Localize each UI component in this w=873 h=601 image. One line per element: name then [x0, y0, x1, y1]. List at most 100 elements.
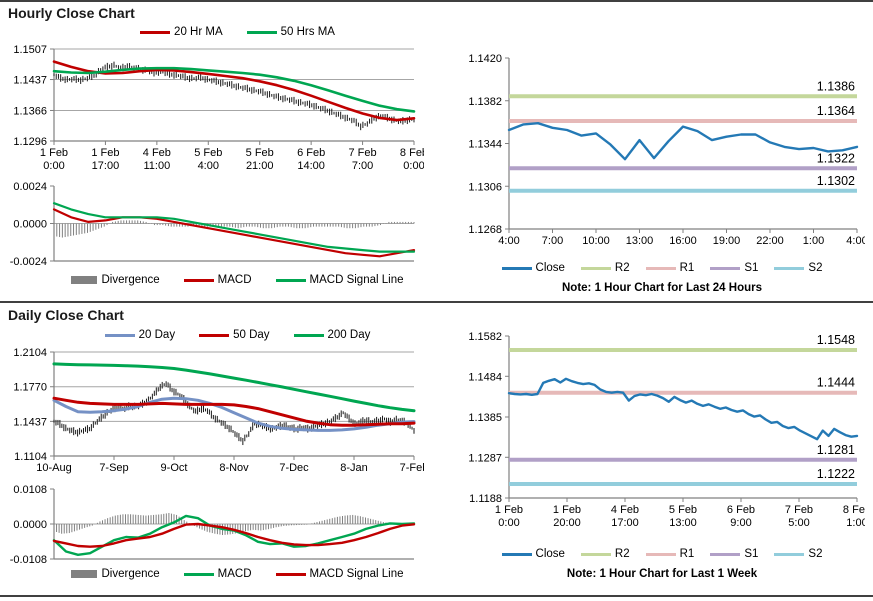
- svg-text:6 Feb: 6 Feb: [297, 147, 325, 159]
- legend-swatch-line: [199, 333, 230, 337]
- legend-item: 20 Hr MA: [140, 26, 223, 38]
- legend-item: MACD: [183, 568, 252, 580]
- svg-text:9:00: 9:00: [730, 517, 751, 529]
- svg-text:8 Feb: 8 Feb: [400, 147, 424, 159]
- legend-item: R1: [645, 262, 695, 274]
- svg-text:7-Dec: 7-Dec: [279, 462, 309, 474]
- svg-text:1.1437: 1.1437: [13, 75, 47, 87]
- legend-label: R1: [679, 548, 695, 560]
- legend-swatch-line: [104, 333, 135, 337]
- legend-label: MACD Signal Line: [309, 274, 404, 286]
- svg-text:0.0000: 0.0000: [13, 219, 47, 231]
- svg-text:0:00: 0:00: [43, 160, 64, 172]
- svg-text:7:00: 7:00: [352, 160, 373, 172]
- svg-text:1 Feb: 1 Feb: [553, 504, 581, 516]
- svg-text:5 Feb: 5 Feb: [194, 147, 222, 159]
- svg-text:1.1281: 1.1281: [817, 443, 855, 457]
- legend-item: S1: [710, 262, 758, 274]
- svg-text:11:00: 11:00: [143, 160, 170, 172]
- svg-text:1.1296: 1.1296: [13, 136, 47, 148]
- svg-text:1:00: 1:00: [803, 235, 824, 247]
- svg-text:19:00: 19:00: [713, 235, 741, 247]
- legend-label: S2: [808, 262, 823, 274]
- svg-text:21:00: 21:00: [246, 160, 274, 172]
- svg-text:8 Feb: 8 Feb: [843, 504, 865, 516]
- svg-text:17:00: 17:00: [611, 517, 639, 529]
- svg-text:1.2104: 1.2104: [13, 347, 47, 359]
- svg-text:8-Jan: 8-Jan: [340, 462, 368, 474]
- svg-text:6 Feb: 6 Feb: [727, 504, 755, 516]
- legend-swatch-line: [645, 266, 676, 270]
- legend-swatch-line: [501, 266, 532, 270]
- legend-label: R2: [614, 548, 630, 560]
- svg-text:1.1386: 1.1386: [817, 79, 855, 93]
- legend-label: Divergence: [101, 568, 160, 580]
- svg-text:13:00: 13:00: [669, 517, 697, 529]
- hourly-macd-legend: Divergence MACD MACD Signal Line: [55, 274, 420, 286]
- svg-text:7 Feb: 7 Feb: [785, 504, 813, 516]
- svg-text:20:00: 20:00: [553, 517, 581, 529]
- svg-text:17:00: 17:00: [92, 160, 120, 172]
- legend-item: MACD: [183, 274, 252, 286]
- legend-swatch-line: [275, 572, 306, 576]
- legend-label: R2: [614, 262, 630, 274]
- svg-text:5:00: 5:00: [788, 517, 809, 529]
- legend-item: R1: [645, 548, 695, 560]
- svg-text:10-Aug: 10-Aug: [36, 462, 71, 474]
- svg-text:1.1770: 1.1770: [13, 382, 47, 394]
- legend-item: S2: [774, 262, 822, 274]
- svg-text:8-Nov: 8-Nov: [219, 462, 249, 474]
- legend-label: 20 Hr MA: [174, 26, 223, 38]
- svg-text:1.1188: 1.1188: [469, 493, 502, 505]
- svg-text:9-Oct: 9-Oct: [161, 462, 188, 474]
- svg-text:10:00: 10:00: [582, 235, 610, 247]
- svg-text:1.1268: 1.1268: [468, 224, 502, 236]
- legend-swatch-line: [140, 30, 171, 34]
- legend-swatch-line: [293, 333, 324, 337]
- legend-label: R1: [679, 262, 695, 274]
- svg-text:7:00: 7:00: [542, 235, 563, 247]
- legend-item: S2: [774, 548, 822, 560]
- legend-item: MACD Signal Line: [275, 274, 404, 286]
- legend-swatch-line: [580, 552, 611, 556]
- svg-text:4:00: 4:00: [498, 235, 519, 247]
- legend-label: S1: [744, 262, 759, 274]
- svg-text:0:00: 0:00: [498, 517, 519, 529]
- svg-text:4 Feb: 4 Feb: [611, 504, 639, 516]
- legend-item: 200 Day: [293, 329, 370, 341]
- legend-swatch-line: [774, 552, 805, 556]
- daily-macd-chart: 0.0108 0.0000 -0.0108: [10, 484, 416, 566]
- legend-label: 20 Day: [138, 329, 176, 341]
- bottom-divider-line: [0, 595, 873, 597]
- svg-text:13:00: 13:00: [626, 235, 654, 247]
- legend-swatch-line: [710, 266, 741, 270]
- legend-item: 20 Day: [104, 329, 176, 341]
- svg-text:4 Feb: 4 Feb: [143, 147, 171, 159]
- svg-text:0.0000: 0.0000: [13, 519, 47, 531]
- daily-price-legend: 20 Day 50 Day 200 Day: [55, 329, 420, 341]
- legend-swatch-line: [580, 266, 611, 270]
- svg-text:1.1302: 1.1302: [817, 174, 855, 188]
- legend-item: R2: [580, 262, 630, 274]
- svg-text:1.1344: 1.1344: [468, 139, 502, 151]
- svg-text:-0.0108: -0.0108: [10, 554, 47, 566]
- legend-swatch-line: [774, 266, 805, 270]
- legend-label: S2: [808, 548, 823, 560]
- legend-item: MACD Signal Line: [275, 568, 404, 580]
- svg-text:1.1548: 1.1548: [817, 333, 855, 347]
- svg-text:7-Feb: 7-Feb: [400, 462, 424, 474]
- intraday-note: Note: 1 Hour Chart for Last 24 Hours: [562, 282, 762, 294]
- svg-text:1 Feb: 1 Feb: [91, 147, 119, 159]
- svg-text:1.1287: 1.1287: [468, 452, 502, 464]
- svg-text:1.1306: 1.1306: [468, 181, 502, 193]
- svg-text:1.1222: 1.1222: [817, 467, 855, 481]
- svg-text:1.1582: 1.1582: [468, 331, 502, 343]
- legend-item: R2: [580, 548, 630, 560]
- legend-swatch-line: [501, 552, 532, 556]
- svg-text:1.1420: 1.1420: [468, 53, 502, 65]
- svg-text:1.1385: 1.1385: [468, 412, 502, 424]
- legend-swatch-bar: [71, 570, 98, 578]
- daily-macd-legend: Divergence MACD MACD Signal Line: [55, 568, 420, 580]
